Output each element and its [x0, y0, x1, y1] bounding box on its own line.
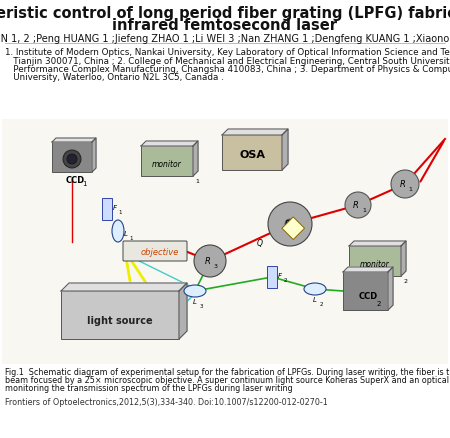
Polygon shape [349, 241, 406, 247]
Text: infrared femtosecond laser: infrared femtosecond laser [112, 18, 338, 33]
Circle shape [345, 193, 371, 219]
Polygon shape [343, 267, 393, 272]
Ellipse shape [184, 285, 206, 297]
Text: Tianjin 300071, China ; 2. College of Mechanical and Electrical Engineering, Cen: Tianjin 300071, China ; 2. College of Me… [5, 57, 450, 65]
Text: 1: 1 [129, 236, 133, 241]
Polygon shape [92, 139, 96, 173]
Text: beam focused by a 25× microscopic objective. A super continuum light source Kohe: beam focused by a 25× microscopic object… [5, 375, 450, 384]
Text: 1: 1 [82, 180, 86, 187]
Polygon shape [52, 139, 96, 143]
Text: 2: 2 [294, 228, 298, 233]
Ellipse shape [304, 283, 326, 295]
Text: R: R [285, 220, 291, 229]
Text: R: R [400, 180, 406, 189]
Text: monitor: monitor [360, 260, 390, 269]
Text: R: R [205, 257, 211, 266]
Text: Q: Q [257, 239, 263, 248]
Bar [141, 147, 193, 177]
Polygon shape [141, 141, 198, 147]
Text: objective: objective [141, 248, 179, 257]
Ellipse shape [112, 220, 124, 243]
Bar [2, 120, 448, 364]
Text: Fig.1  Schematic diagram of experimental setup for the fabrication of LPFGs. Dur: Fig.1 Schematic diagram of experimental … [5, 367, 450, 376]
Text: Xiaoyan SUN 1, 2 ;Peng HUANG 1 ;Jiefeng ZHAO 1 ;Li WEI 3 ;Nan ZHANG 1 ;Dengfeng : Xiaoyan SUN 1, 2 ;Peng HUANG 1 ;Jiefeng … [0, 34, 450, 44]
Bar [222, 136, 282, 171]
Circle shape [268, 202, 312, 247]
Text: L: L [193, 298, 197, 304]
Bar [343, 272, 388, 310]
Bar [52, 143, 92, 173]
Text: CCD: CCD [65, 176, 85, 184]
Bar [61, 291, 179, 339]
Bar [349, 247, 401, 276]
Text: CCD: CCD [358, 292, 378, 301]
Text: F: F [278, 272, 282, 279]
Text: light source: light source [87, 315, 153, 325]
Polygon shape [193, 141, 198, 177]
Text: 1. Institute of Modern Optics, Nankai University, Key Laboratory of Optical Info: 1. Institute of Modern Optics, Nankai Un… [5, 48, 450, 57]
Text: 1: 1 [195, 179, 199, 184]
Text: Frontiers of Optoelectronics,2012,5(3),334-340. Doi:10.1007/s12200-012-0270-1: Frontiers of Optoelectronics,2012,5(3),3… [5, 397, 328, 406]
Polygon shape [401, 241, 406, 276]
Text: 2: 2 [404, 279, 408, 283]
Circle shape [63, 151, 81, 169]
Circle shape [194, 245, 226, 277]
Text: OSA: OSA [239, 150, 265, 159]
Text: R: R [353, 201, 359, 210]
Circle shape [391, 171, 419, 198]
Polygon shape [61, 283, 187, 291]
Text: monitoring the transmission spectrum of the LPFGs during laser writing: monitoring the transmission spectrum of … [5, 383, 292, 392]
Text: monitor: monitor [152, 160, 182, 169]
Text: Characteristic control of long period fiber grating (LPFG) fabricated by: Characteristic control of long period fi… [0, 6, 450, 21]
Bar [102, 198, 112, 220]
Text: 3: 3 [214, 264, 218, 269]
Text: University, Waterloo, Ontario N2L 3C5, Canada .: University, Waterloo, Ontario N2L 3C5, C… [5, 73, 224, 82]
Text: 1: 1 [118, 210, 122, 215]
Polygon shape [179, 283, 187, 339]
Text: 3: 3 [199, 304, 203, 309]
Polygon shape [282, 130, 288, 171]
Text: 1: 1 [362, 208, 366, 213]
Circle shape [67, 155, 77, 165]
Text: 1: 1 [408, 187, 412, 192]
Text: 2: 2 [319, 302, 323, 307]
Text: 2: 2 [283, 278, 287, 283]
Text: F: F [113, 205, 117, 211]
Text: L: L [124, 230, 128, 237]
Bar [282, 217, 305, 240]
FancyBboxPatch shape [123, 241, 187, 261]
Polygon shape [222, 130, 288, 136]
Text: Performance Complex Manufacturing, Changsha 410083, China ; 3. Department of Phy: Performance Complex Manufacturing, Chang… [5, 65, 450, 74]
Text: L: L [313, 297, 317, 302]
Text: 2: 2 [377, 300, 381, 306]
Polygon shape [388, 267, 393, 310]
Bar [267, 266, 277, 288]
Circle shape [285, 219, 295, 230]
